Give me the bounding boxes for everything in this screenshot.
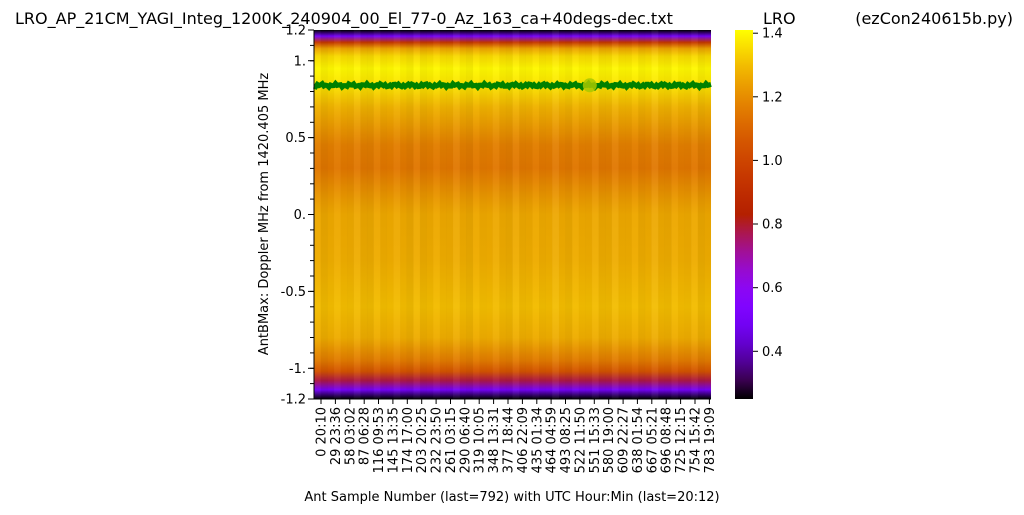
- x-tick-label: 116 09:53: [372, 407, 387, 473]
- x-tick-label: 377 18:44: [502, 407, 517, 473]
- x-tick-label: 609 22:27: [617, 407, 632, 473]
- x-tick-label: 551 15:33: [588, 407, 603, 473]
- x-axis-label: Ant Sample Number (last=792) with UTC Ho…: [304, 490, 719, 505]
- x-tick-label: 203 20:25: [415, 407, 430, 473]
- x-tick-label: 783 19:09: [703, 407, 718, 473]
- y-tick-label: 1.2: [285, 24, 306, 39]
- y-axis-label: AntBMax: Doppler MHz from 1420.405 MHz: [257, 73, 272, 356]
- heatmap-column: [611, 30, 619, 399]
- highlight-point: [582, 78, 597, 93]
- heatmap-column: [492, 30, 500, 399]
- heatmap-plot-area: [313, 30, 712, 399]
- x-tick-label: 725 12:15: [674, 407, 689, 473]
- heatmap-column: [505, 30, 513, 399]
- series-line: [313, 79, 712, 92]
- colorbar-gradient: [735, 30, 753, 399]
- series-layer: [313, 78, 712, 93]
- x-tick-label: 435 01:34: [530, 407, 545, 473]
- x-tick-label: 522 11:50: [573, 407, 588, 473]
- heatmap-column: [664, 30, 672, 399]
- colorbar-tick-label: 0.8: [762, 218, 783, 233]
- x-tick-label: 0 20:10: [315, 407, 330, 457]
- heatmap-column: [552, 30, 560, 399]
- heatmap-column: [651, 30, 659, 399]
- y-tick-label: -1.: [289, 362, 306, 377]
- heatmap-column: [366, 30, 374, 399]
- x-tick-label: 580 19:00: [602, 407, 617, 473]
- heatmap-column: [697, 30, 705, 399]
- x-tick-label: 29 23:36: [329, 407, 344, 465]
- heatmap-column-variation: [320, 30, 705, 399]
- colorbar-tick-label: 1.0: [762, 154, 783, 169]
- heatmap-column: [406, 30, 414, 399]
- x-tick-label: 232 23:50: [430, 407, 445, 473]
- y-tick-label: 1.: [294, 54, 306, 69]
- x-tick-label: 145 13:35: [386, 407, 401, 473]
- heatmap-column: [320, 30, 328, 399]
- colorbar-tick-label: 1.4: [762, 27, 783, 42]
- x-tick-label: 464 04:59: [545, 407, 560, 473]
- y-tick-label: -1.2: [281, 393, 306, 408]
- heatmap-column: [598, 30, 606, 399]
- x-tick-label: 174 17:00: [401, 407, 416, 473]
- chart-title: LRO_AP_21CM_YAGI_Integ_1200K_240904_00_E…: [15, 9, 673, 29]
- x-tick-label: 493 08:25: [559, 407, 574, 473]
- heatmap-field: [314, 30, 711, 399]
- x-axis: 0 20:10 29 23:36 58 03:02 87 06:28 116 09:53…: [314, 398, 718, 473]
- x-tick-label: 319 10:05: [473, 407, 488, 473]
- heatmap-column: [452, 30, 460, 399]
- x-tick-label: 754 15:42: [689, 407, 704, 473]
- x-tick-label: 87 06:28: [358, 407, 373, 465]
- colorbar-title: LRO: [763, 9, 796, 28]
- y-tick-label: 0.: [294, 208, 306, 223]
- heatmap-column: [466, 30, 474, 399]
- x-tick-label: 406 22:09: [516, 407, 531, 473]
- program-label: (ezCon240615b.py): [855, 9, 1013, 28]
- heatmap-column: [565, 30, 573, 399]
- x-tick-label: 348 13:31: [487, 407, 502, 473]
- x-tick-label: 261 03:15: [444, 407, 459, 473]
- x-tick-label: 290 06:40: [458, 407, 473, 473]
- heatmap-column: [638, 30, 646, 399]
- colorbar-ticks: 1.4 1.2 1.0 0.8 0.6 0.4: [753, 27, 783, 360]
- x-tick-label: 58 03:02: [343, 407, 358, 465]
- heatmap-column: [353, 30, 361, 399]
- x-tick-label: 638 01:54: [631, 407, 646, 473]
- colorbar-tick-label: 0.4: [762, 345, 783, 360]
- heatmap-column: [360, 30, 368, 399]
- y-tick-label: 0.5: [285, 131, 306, 146]
- x-tick-label: 667 05:21: [645, 407, 660, 473]
- colorbar-tick-label: 1.2: [762, 90, 783, 105]
- heatmap-column: [419, 30, 427, 399]
- x-tick-label: 696 08:48: [660, 407, 675, 473]
- colorbar: 1.4 1.2 1.0 0.8 0.6 0.4: [735, 27, 783, 399]
- heatmap-column: [512, 30, 520, 399]
- heatmap-column: [591, 30, 599, 399]
- y-axis: 1.2 1. 0.5 0. -0.5 -1. -1.2: [281, 24, 315, 408]
- colorbar-tick-label: 0.6: [762, 281, 783, 296]
- y-tick-label: -0.5: [281, 285, 306, 300]
- heatmap-column: [605, 30, 613, 399]
